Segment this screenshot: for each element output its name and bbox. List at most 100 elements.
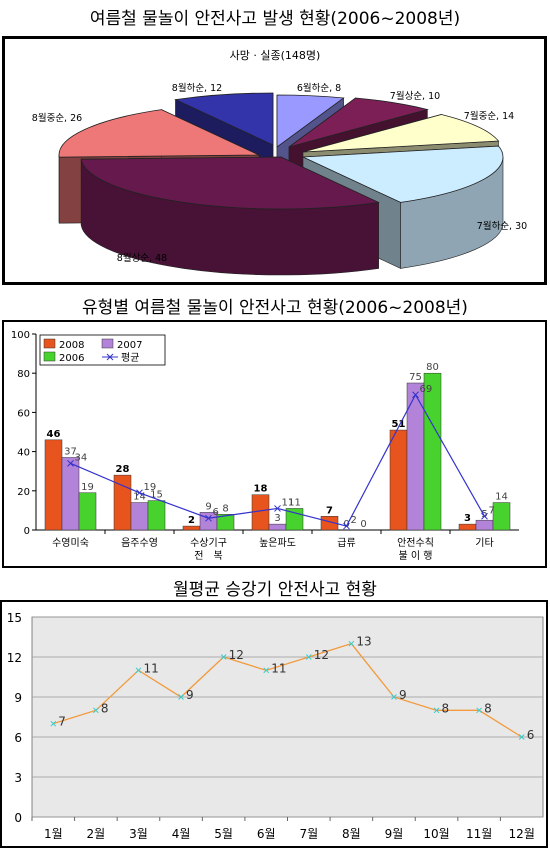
- data-point: [348, 640, 355, 647]
- data-point: [305, 654, 312, 660]
- bar-2006: [216, 514, 235, 531]
- data-label: 8: [442, 701, 450, 715]
- y-tick-label: 12: [7, 651, 22, 665]
- x-tick-label: 12월: [509, 827, 535, 841]
- pie-chart: 사망 · 실종(148명) 6월하순, 8 7월상순, 10 7월중순, 14 7월하순…: [32, 49, 527, 276]
- x-tick-label: 수영미숙: [52, 537, 89, 549]
- data-label: 13: [356, 635, 371, 649]
- y-tick-label: 60: [17, 408, 30, 419]
- bar-data-label: 28: [116, 464, 130, 475]
- x-tick-label: 10월: [423, 827, 449, 841]
- bar-2006: [147, 500, 166, 531]
- avg-data-label: 7: [489, 505, 495, 516]
- pie-data-label: 7월중순, 14: [464, 110, 514, 122]
- pie-slice-1: [288, 97, 429, 148]
- bar-data-label: 37: [64, 446, 77, 457]
- bar-data-label: 11: [288, 497, 301, 508]
- line-chart: 0 3 6 9 12 15 1월 2월 3월 4월 5월 6월 7월 8월 9월 10월 11월 12월 7 8 11 9…: [7, 611, 544, 841]
- data-point: [220, 654, 227, 660]
- bar-2008: [320, 516, 339, 531]
- avg-data-label: 2: [351, 515, 357, 526]
- y-tick-label: 40: [17, 448, 30, 459]
- x-tick-label: 안전수칙: [397, 537, 434, 549]
- x-tick-label: 음주수영: [121, 537, 158, 549]
- avg-data-label: 6: [213, 507, 219, 518]
- pie-slice-5: [58, 109, 260, 158]
- bar-2008: [251, 494, 270, 531]
- legend-marker: [106, 353, 114, 361]
- y-tick-label: 9: [14, 691, 22, 705]
- bar-2007: [268, 523, 287, 531]
- avg-data-label: 69: [420, 384, 433, 395]
- data-label: 11: [271, 661, 286, 675]
- bar-data-label: 46: [47, 429, 61, 440]
- pie-data-label: 8월중순, 26: [32, 112, 82, 124]
- line-chart-panel: 0 3 6 9 12 15 1월 2월 3월 4월 5월 6월 7월 8월 9월 10월 11월 12월 7 8 11 9…: [0, 600, 548, 848]
- data-label: 11: [143, 661, 158, 675]
- bar-data-label: 9: [205, 501, 211, 512]
- bar-data-label: 2: [188, 515, 195, 526]
- pie-data-label: 7월하순, 30: [477, 220, 527, 232]
- legend-swatch: [43, 351, 56, 362]
- bar-2007: [61, 457, 80, 531]
- data-label: 8: [484, 701, 492, 715]
- bar-data-label: 8: [222, 503, 228, 514]
- pie-slice-3: [302, 145, 504, 203]
- avg-point: [481, 512, 488, 520]
- bar-2008: [182, 525, 201, 531]
- x-tick-label: 7월: [299, 827, 318, 841]
- bar-2008: [44, 439, 63, 531]
- data-point: [433, 707, 440, 714]
- data-point: [391, 694, 397, 700]
- legend-swatch: [43, 338, 56, 349]
- bar-data-label: 5: [481, 509, 487, 520]
- data-label: 9: [399, 688, 407, 702]
- avg-data-label: 34: [75, 452, 88, 463]
- bar-data-label: 14: [495, 492, 508, 503]
- bar-2006: [492, 502, 511, 531]
- data-point: [178, 694, 184, 700]
- bar-2007: [475, 519, 494, 531]
- avg-point: [205, 514, 212, 522]
- x-tick-label: 4월: [172, 827, 191, 841]
- y-tick-label: 0: [24, 526, 30, 537]
- data-label: 12: [314, 648, 329, 662]
- avg-point: [412, 391, 419, 399]
- bar-2006: [423, 372, 442, 531]
- y-tick-label: 0: [14, 811, 22, 825]
- x-tick-label: 8월: [342, 827, 361, 841]
- bar-data-label: 80: [426, 362, 439, 373]
- avg-data-label: 19: [144, 482, 157, 493]
- pie-subtitle: 사망 · 실종(148명): [230, 49, 321, 62]
- data-point: [476, 707, 482, 714]
- x-tick-label: 2월: [87, 827, 106, 841]
- bar-2007: [130, 502, 149, 531]
- bar-2008: [458, 523, 477, 531]
- legend-swatch: [101, 338, 114, 349]
- bar-2008: [389, 429, 408, 531]
- legend-label: 평균: [121, 352, 139, 364]
- bar-data-label: 3: [274, 513, 280, 524]
- data-label: 8: [101, 701, 109, 715]
- bar-data-label: 18: [254, 484, 268, 495]
- x-tick-label: 3월: [129, 827, 148, 841]
- y-tick-label: 100: [11, 330, 30, 341]
- pie-data-label: 6월하순, 8: [297, 82, 341, 94]
- bar-data-label: 3: [464, 513, 471, 524]
- x-tick-label: 급류: [337, 537, 355, 549]
- data-label: 6: [527, 728, 535, 742]
- plot-area: [31, 616, 544, 818]
- avg-point: [67, 460, 74, 467]
- data-point: [518, 734, 525, 740]
- avg-point: [274, 505, 281, 512]
- data-point: [263, 667, 270, 674]
- legend-label: 2007: [117, 340, 142, 351]
- pie-slice-6: [174, 92, 274, 146]
- y-tick-label: 80: [17, 369, 30, 380]
- line-chart-title: 월평균 승강기 안전사고 현황: [173, 580, 377, 600]
- bar-2006: [78, 492, 97, 531]
- series-line: [53, 642, 523, 738]
- avg-point: [136, 489, 143, 497]
- bar-chart-title: 유형별 여름철 물놀이 안전사고 현황(2006~2008년): [82, 298, 468, 318]
